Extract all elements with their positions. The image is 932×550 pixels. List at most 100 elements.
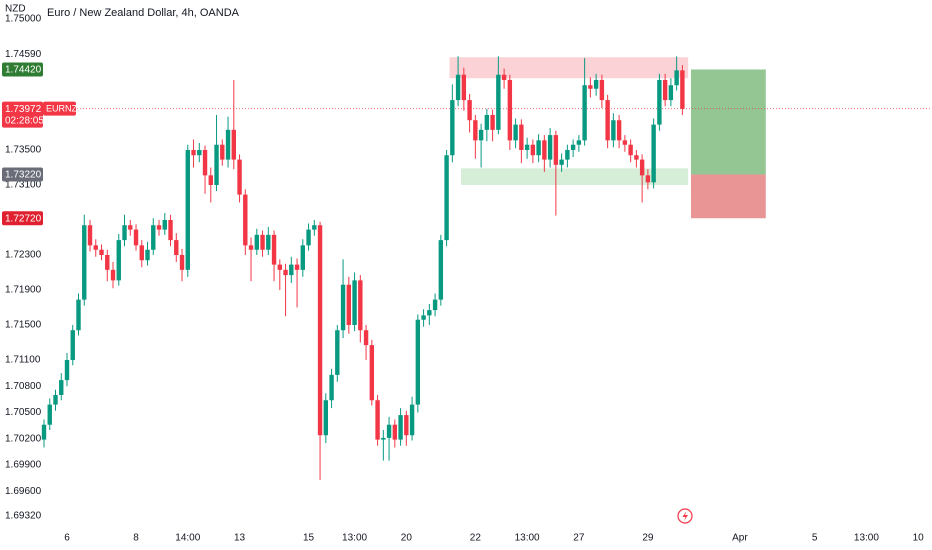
candle-body: [352, 280, 357, 325]
candle-body: [484, 114, 490, 130]
candle-body: [128, 225, 133, 230]
candle-body: [576, 140, 582, 145]
alert-icon[interactable]: [677, 508, 693, 524]
price-label: 1.72720: [5, 213, 42, 224]
candle-body: [110, 269, 116, 281]
candle-body: [478, 129, 484, 141]
candle-body: [616, 120, 622, 141]
candle-body: [427, 310, 432, 316]
candle-body: [162, 219, 167, 230]
candle-body: [174, 240, 179, 255]
price-label: 1.74420: [5, 65, 42, 76]
candle-body: [248, 245, 254, 250]
candle-body: [490, 114, 495, 130]
currency-label: NZD: [5, 4, 26, 15]
candle-body: [530, 144, 536, 156]
x-tick-label: 13: [234, 533, 246, 544]
candle-body: [283, 269, 288, 276]
candle-body: [392, 424, 398, 440]
candle-body: [133, 229, 139, 246]
x-tick-label: 13:00: [342, 533, 367, 544]
candle-body: [122, 225, 127, 241]
candle-body: [582, 85, 587, 141]
y-tick-label: 1.70800: [5, 381, 42, 392]
candle-body: [611, 120, 616, 141]
candle-body: [605, 100, 610, 141]
price-label: 1.73220: [5, 170, 42, 181]
candle-body: [53, 394, 58, 405]
candle-body: [593, 79, 599, 89]
y-tick-label: 1.69600: [5, 486, 42, 497]
y-tick-label: 1.71100: [5, 355, 41, 366]
candle-body: [59, 380, 64, 395]
candle-body: [473, 120, 478, 141]
chart-title: Euro / New Zealand Dollar, 4h, OANDA: [47, 7, 240, 19]
candle-body: [501, 74, 507, 80]
candle-body: [599, 79, 605, 101]
candle-body: [645, 175, 651, 183]
candle-body: [139, 245, 144, 261]
candle-body: [565, 149, 570, 160]
x-tick-label: 5: [812, 533, 818, 544]
zone: [449, 57, 689, 79]
candle-body: [76, 299, 81, 331]
y-tick-label: 1.71500: [5, 320, 42, 331]
candle-body: [662, 79, 668, 101]
candle-body: [570, 144, 576, 150]
candle-body: [542, 140, 547, 160]
candle-body: [381, 437, 386, 440]
candle-body: [260, 234, 265, 250]
candle-body: [386, 424, 392, 438]
x-tick-label: 20: [401, 533, 413, 544]
candle-body: [243, 194, 248, 246]
candle-body: [651, 124, 656, 183]
candle-body: [323, 400, 329, 436]
x-tick-label: 15: [303, 533, 315, 544]
candle-body: [220, 144, 225, 160]
candle-body: [634, 155, 639, 160]
candle-body: [289, 264, 294, 276]
candle-body: [47, 404, 52, 425]
x-tick-label: 27: [573, 533, 585, 544]
candle-body: [266, 234, 271, 250]
candle-body: [41, 424, 47, 440]
candle-body: [450, 100, 455, 156]
candle-body: [105, 254, 110, 270]
x-tick-label: 14:00: [175, 533, 200, 544]
candle-body: [214, 144, 219, 185]
x-tick-label: 13:00: [854, 533, 879, 544]
candle-body: [185, 149, 190, 270]
candle-body: [329, 374, 334, 401]
x-tick-label: 6: [64, 533, 70, 544]
candle-body: [639, 159, 645, 176]
y-tick-label: 1.69900: [5, 460, 42, 471]
candle-body: [668, 85, 674, 101]
candle-body: [358, 280, 363, 331]
candle-body: [237, 159, 242, 195]
candle-body: [87, 225, 93, 246]
candle-body: [82, 225, 87, 300]
candle-body: [156, 225, 162, 230]
candle-body: [432, 299, 438, 311]
candle-body: [208, 175, 213, 185]
candle-body: [312, 225, 317, 230]
candle-body: [559, 159, 564, 165]
candle-body: [369, 345, 375, 401]
candle-body: [294, 264, 300, 270]
candle-body: [179, 254, 185, 270]
candle-body: [306, 229, 311, 246]
candle-body: [335, 330, 340, 375]
candle-body: [496, 74, 501, 130]
candle-body: [225, 129, 231, 160]
zone: [691, 174, 766, 219]
candle-body: [70, 330, 75, 360]
zone: [460, 168, 689, 185]
candle-body: [168, 219, 173, 241]
x-tick-label: 10: [913, 533, 925, 544]
candle-body: [409, 404, 415, 436]
candle-body: [404, 415, 409, 436]
candle-body: [398, 415, 403, 440]
candle-body: [375, 400, 380, 440]
candle-body: [93, 245, 98, 250]
y-tick-label: 1.75000: [5, 13, 42, 24]
